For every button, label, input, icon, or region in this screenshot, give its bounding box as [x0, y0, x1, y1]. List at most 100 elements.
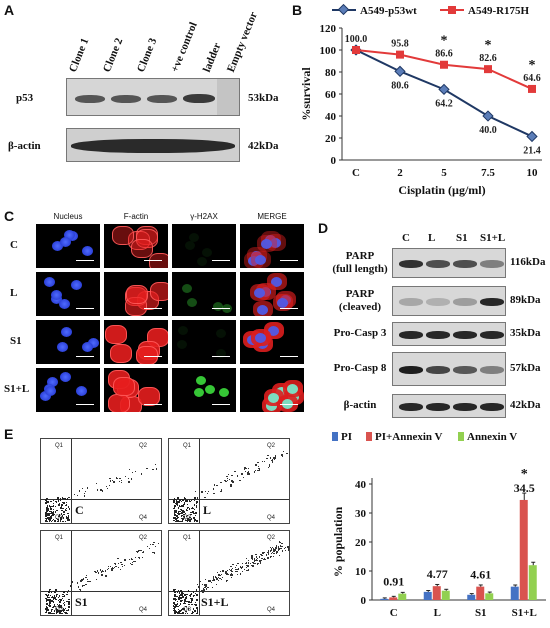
flow-q4-2: Q4	[139, 607, 148, 613]
blot-d-row-label-0: PARP (full length)	[332, 250, 388, 275]
bar-0-2	[467, 594, 476, 600]
micro-image-1-2	[172, 272, 236, 316]
significance-star-3: *	[485, 38, 492, 53]
blot-d-row-label-1: PARP (cleaved)	[338, 288, 382, 313]
x-tick-label-3: 7.5	[481, 167, 495, 179]
blot-d-lane-label-1: L	[428, 232, 436, 244]
series-0-point-2	[438, 83, 450, 96]
p53-label: p53	[16, 92, 34, 104]
bar-0-1	[423, 591, 432, 600]
micro-column-header-0: Nucleus	[53, 212, 83, 221]
bar-x-label-3: S1+L	[512, 607, 537, 619]
x-tick-label-0: C	[352, 167, 360, 179]
blot-d-strip-4	[392, 394, 506, 418]
legend-marker-1	[448, 6, 456, 14]
flow-q1-2: Q1	[55, 535, 64, 541]
micro-column-header-1: F-actin	[123, 212, 149, 221]
micro-image-2-1	[104, 320, 168, 364]
bar-1-1	[432, 586, 441, 600]
bar-1-2	[476, 586, 485, 600]
flow-q4-1: Q4	[267, 515, 276, 521]
bar-value-label-0: 0.91	[383, 575, 404, 589]
bar-2-0	[398, 593, 407, 600]
flow-q3-1: Q3	[183, 515, 191, 521]
series-1-point-0	[352, 46, 360, 54]
blot-d-size-label-0: 116kDa	[510, 256, 546, 268]
blot-d-size-label-2: 35kDa	[510, 327, 541, 339]
survival-line-chart: A549-p53wt A549-R175H 0 20 40 60 80 100 120 C 2 5 7.…	[299, 3, 542, 197]
flow-plot-name-2: S1	[75, 595, 88, 609]
mut-value-label-3: 82.6	[479, 53, 497, 64]
flow-q4-0: Q4	[139, 515, 148, 521]
micro-image-0-2	[172, 224, 236, 268]
panel-a-letter: A	[4, 2, 15, 18]
flow-plot-name-1: L	[203, 503, 212, 517]
bar-y-tick-label-1: 10	[355, 566, 367, 578]
series-1-point-2	[440, 60, 448, 69]
bar-2-3	[528, 565, 537, 600]
micro-image-1-3	[240, 272, 304, 316]
lane-label-a-3: +ve control	[168, 20, 200, 74]
bar-y-tick-label-2: 20	[355, 537, 367, 549]
blot-d-size-label-3: 57kDa	[510, 362, 541, 374]
wt-value-label-4: 21.4	[523, 145, 541, 156]
flow-q4-3: Q4	[267, 607, 276, 613]
p53-size-label: 53kDa	[248, 92, 279, 104]
series-1-point-4	[528, 84, 536, 93]
micro-row-label-2: S1	[10, 335, 22, 347]
flow-plot-1: Q1 Q2 Q3 Q4 L	[168, 438, 290, 524]
mut-value-label-1: 95.8	[391, 39, 409, 50]
flow-q2-2: Q2	[139, 535, 148, 541]
micro-row-label-0: C	[10, 239, 18, 251]
legend-label-1: A549-R175H	[468, 5, 530, 17]
mut-value-label-4: 64.6	[523, 73, 541, 84]
micro-image-0-1	[104, 224, 168, 268]
legend-label-0: A549-p53wt	[360, 5, 417, 17]
blot-d-strip-0	[392, 248, 506, 278]
bar-y-tick-label-0: 0	[361, 595, 367, 607]
blot-d-row-label-3: Pro-Casp 8	[333, 362, 387, 374]
bar-y-tick-label-3: 30	[355, 508, 367, 520]
blot-d-size-label-4: 42kDa	[510, 399, 541, 411]
lane-label-a-4: ladder	[200, 41, 224, 74]
blot-d-lane-label-0: C	[402, 232, 410, 244]
bar-legend-label-1: PI+Annexin V	[375, 431, 443, 443]
y-tick-label-2: 40	[325, 111, 337, 123]
flow-plot-2: Q1 Q2 Q3 Q4 S1	[40, 530, 162, 616]
x-tick-label-1: 2	[397, 167, 403, 179]
bar-value-label-3: 34.5	[514, 481, 535, 495]
lane-label-a-1: Clone 2	[100, 36, 126, 74]
lane-label-a-0: Clone 1	[66, 36, 92, 74]
y-axis-title: %survival	[299, 67, 313, 121]
blot-d-lane-label-2: S1	[456, 232, 468, 244]
significance-star-2: *	[441, 34, 448, 49]
bar-x-label-2: S1	[475, 607, 487, 619]
micro-image-1-1	[104, 272, 168, 316]
bar-y-tick-label-4: 40	[355, 479, 367, 491]
bar-legend-label-2: Annexin V	[467, 431, 517, 443]
micro-row-label-3: S1+L	[4, 383, 30, 395]
mut-value-label-2: 86.6	[435, 49, 453, 60]
wt-value-label-0: 100.0	[345, 34, 368, 45]
bar-legend-swatch-2	[458, 432, 464, 441]
flow-plot-name-0: C	[75, 503, 84, 517]
series-1-point-3	[484, 65, 492, 74]
x-tick-label-2: 5	[441, 167, 447, 179]
series-0-point-3	[482, 110, 494, 122]
blot-d-size-label-1: 89kDa	[510, 294, 541, 306]
significance-star-4: *	[529, 58, 536, 73]
panel-e-letter: E	[4, 426, 14, 442]
actin-blot-a	[66, 128, 240, 162]
micro-column-header-2: γ-H2AX	[190, 212, 218, 221]
flow-q3-3: Q3	[183, 607, 191, 613]
bar-legend-label-0: PI	[341, 431, 352, 443]
bar-2-1	[441, 590, 450, 600]
micro-image-3-1	[104, 368, 168, 412]
micro-image-1-0	[36, 272, 100, 316]
series-1-point-1	[396, 50, 404, 59]
blot-d-strip-3	[392, 352, 506, 386]
flow-q1-0: Q1	[55, 443, 64, 449]
micro-image-3-2	[172, 368, 236, 412]
flow-q3-2: Q3	[55, 607, 63, 613]
wt-value-label-1: 80.6	[391, 80, 409, 91]
